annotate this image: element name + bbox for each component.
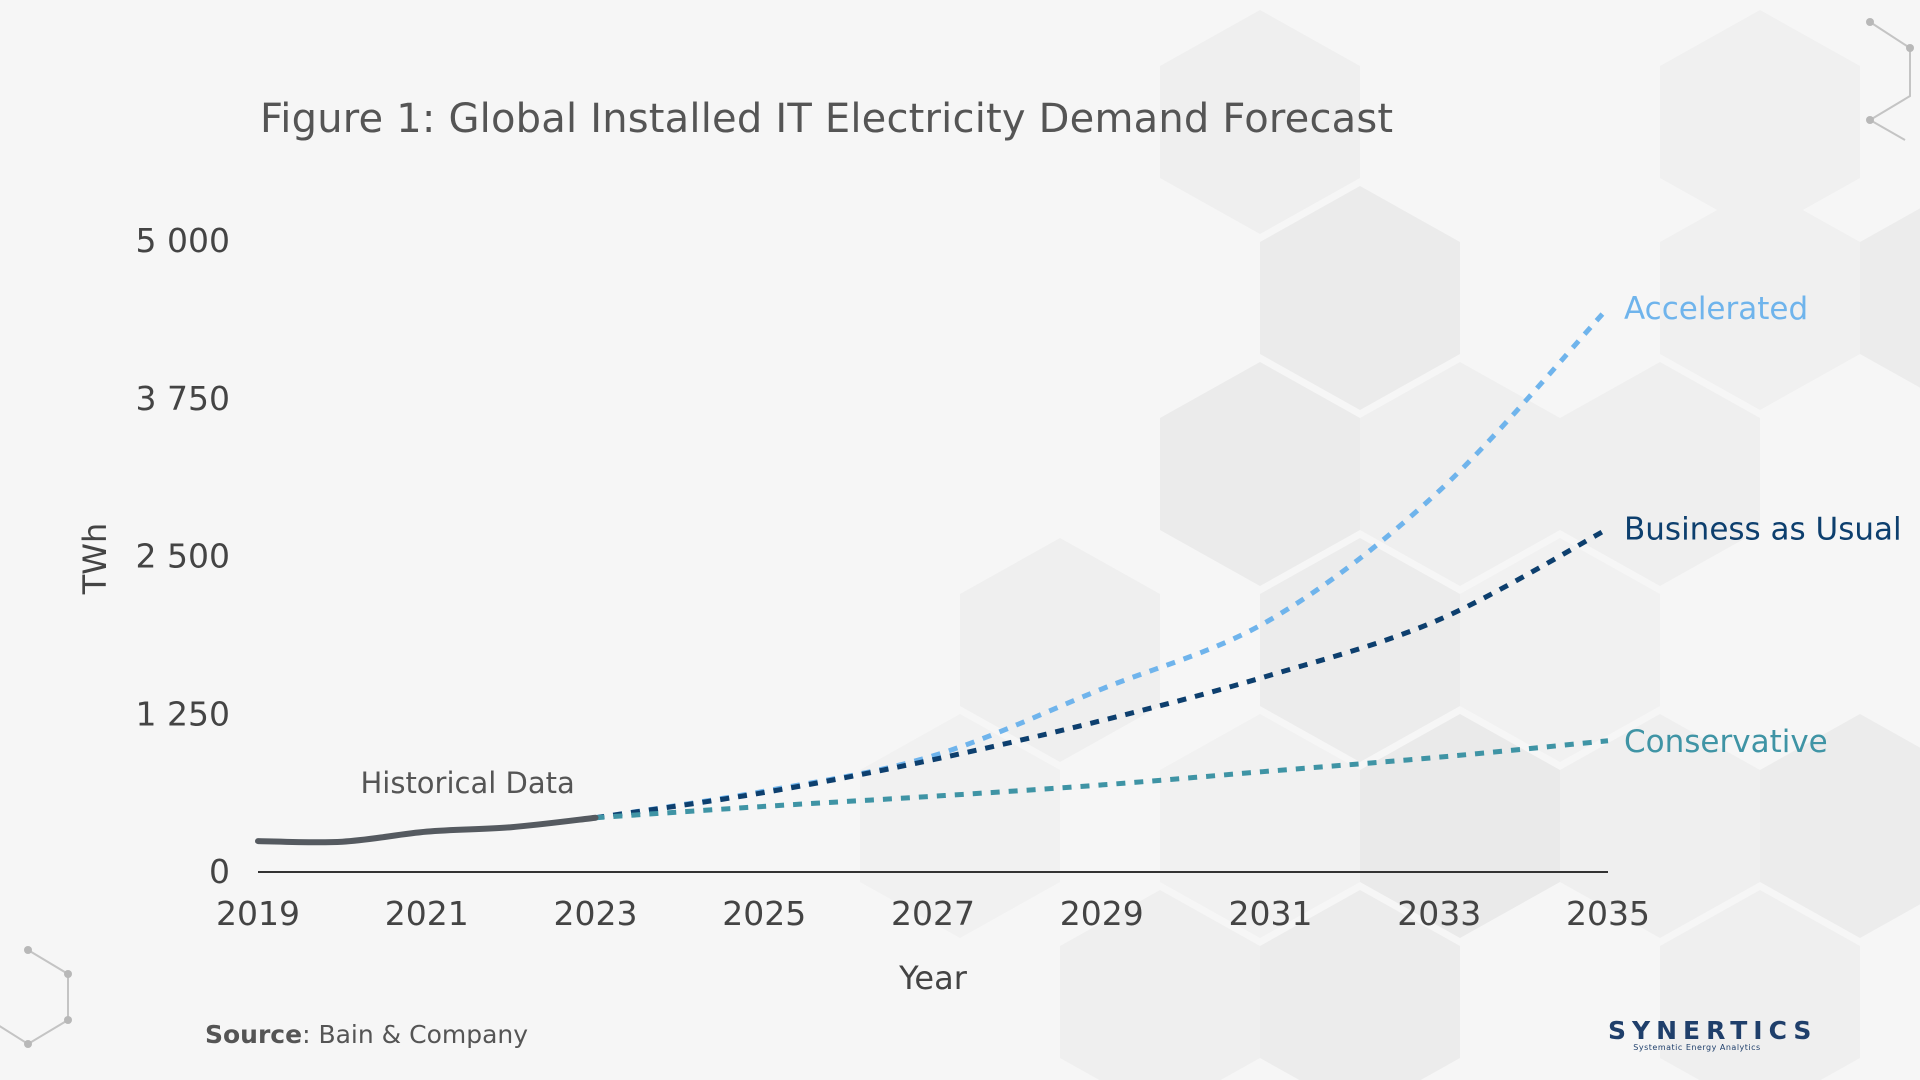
x-tick-label: 2033 bbox=[1397, 894, 1481, 933]
conservative-label: Conservative bbox=[1624, 724, 1828, 760]
y-tick-label: 5 000 bbox=[136, 221, 230, 260]
accelerated-label: Accelerated bbox=[1624, 291, 1808, 327]
source-text: : Bain & Company bbox=[302, 1020, 529, 1049]
synertics-logo: SYNERTICS Systematic Energy Analytics bbox=[1608, 1016, 1818, 1052]
source-label: Source bbox=[205, 1020, 303, 1049]
logo-tagline: Systematic Energy Analytics bbox=[1633, 1043, 1761, 1052]
x-tick-label: 2031 bbox=[1229, 894, 1313, 933]
x-tick-label: 2029 bbox=[1060, 894, 1144, 933]
accelerated-line bbox=[595, 306, 1610, 821]
x-tick-label: 2023 bbox=[554, 894, 638, 933]
x-tick-label: 2025 bbox=[722, 894, 806, 933]
x-tick-label: 2021 bbox=[385, 894, 469, 933]
x-tick-label: 2035 bbox=[1566, 894, 1650, 933]
business-as-usual-label: Business as Usual bbox=[1624, 512, 1902, 548]
x-axis-ticks: 2019 2021 2023 2025 2027 2029 2031 2033 2035 bbox=[216, 894, 1650, 933]
x-tick-label: 2027 bbox=[891, 894, 975, 933]
series-labels: Accelerated Business as Usual Conservative bbox=[1624, 291, 1902, 760]
y-axis-label: TWh bbox=[76, 523, 114, 595]
logo-name: SYNERTICS bbox=[1608, 1016, 1818, 1045]
conservative-line bbox=[595, 738, 1609, 821]
source-note: Source: Bain & Company bbox=[205, 1020, 528, 1049]
y-tick-label: 3 750 bbox=[136, 379, 230, 418]
x-tick-label: 2019 bbox=[216, 894, 300, 933]
y-tick-label: 0 bbox=[209, 852, 230, 891]
historical-data-line bbox=[255, 814, 599, 846]
y-axis-ticks: 0 1 250 2 500 3 750 5 000 bbox=[136, 221, 230, 891]
business-as-usual-line bbox=[595, 526, 1610, 821]
series-lines bbox=[255, 306, 1610, 846]
x-axis-label: Year bbox=[898, 959, 968, 997]
chart-title: Figure 1: Global Installed IT Electricit… bbox=[260, 96, 1394, 142]
y-tick-label: 1 250 bbox=[136, 694, 230, 733]
y-tick-label: 2 500 bbox=[136, 537, 230, 576]
historical-data-annotation: Historical Data bbox=[360, 766, 574, 800]
